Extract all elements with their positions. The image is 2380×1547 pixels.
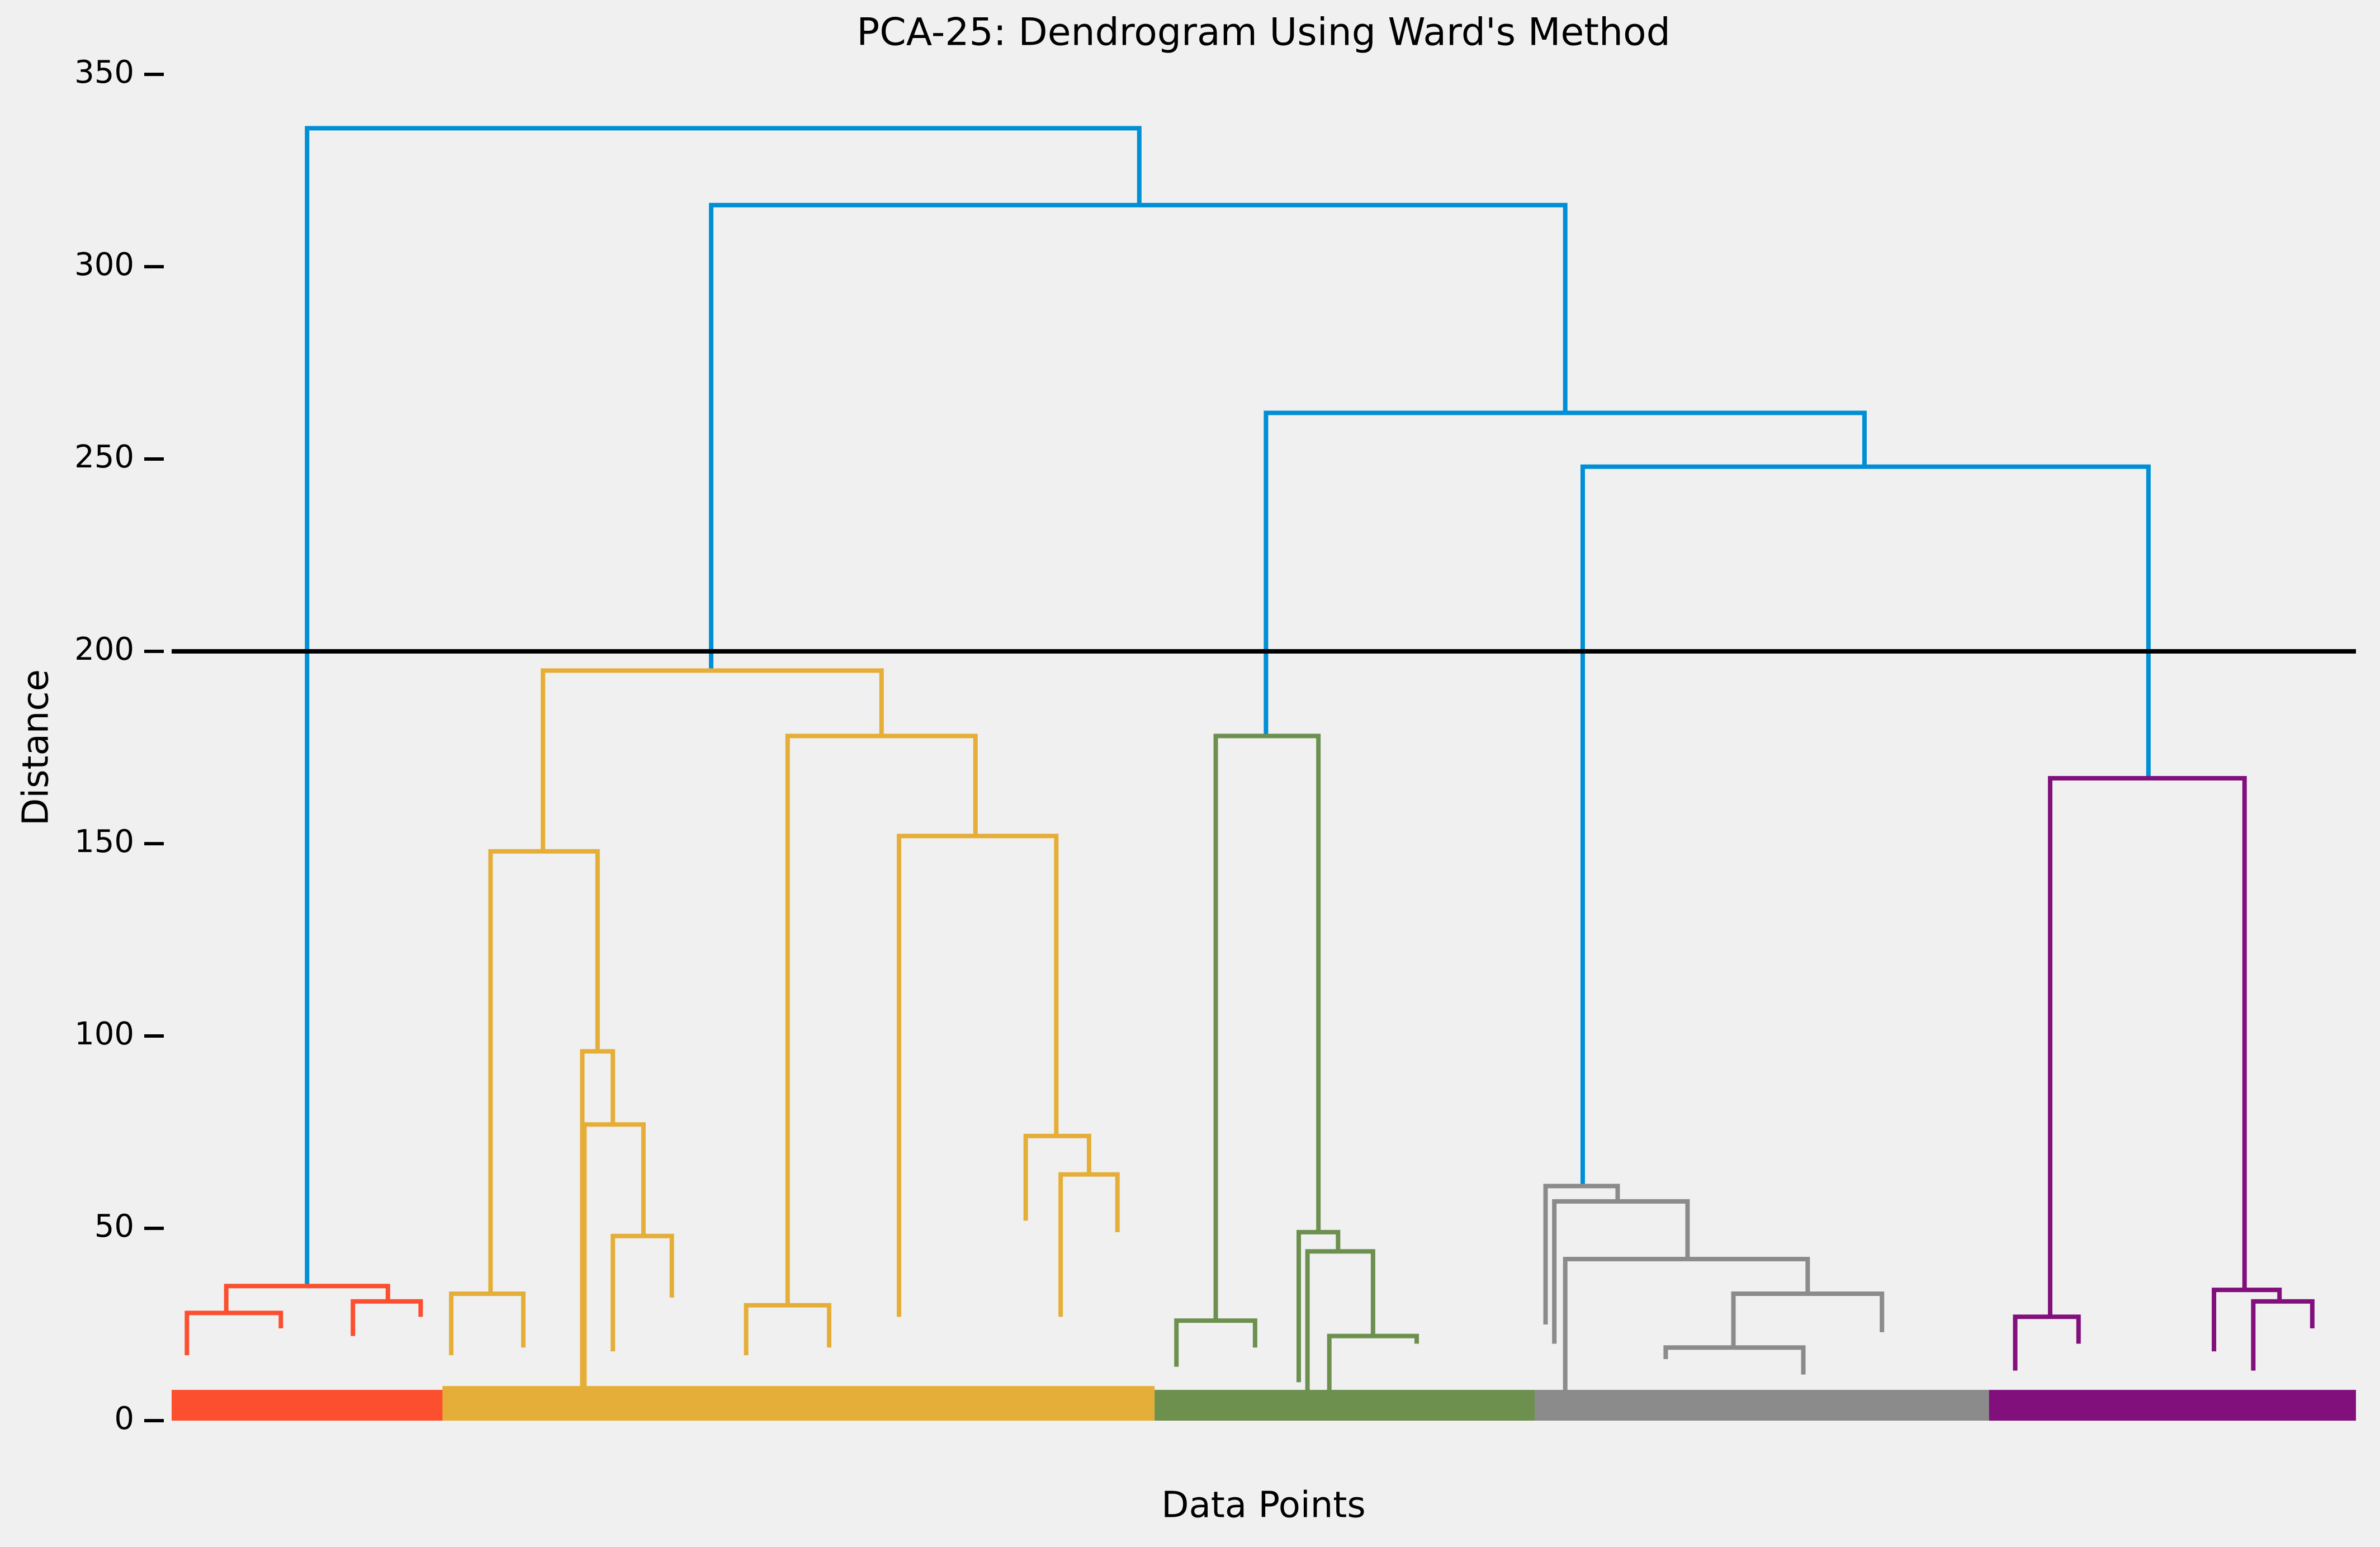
dendrogram-link [449, 1291, 526, 1356]
dendrogram-link [1552, 1199, 1690, 1344]
dendrogram-link [184, 1311, 283, 1356]
y-tick-label: 0 [114, 1401, 134, 1437]
dendrogram-link [1213, 734, 1321, 1321]
dendrogram-link [2048, 776, 2247, 1317]
dendrogram-link [541, 668, 884, 851]
leaf-fringe [1989, 1389, 2356, 1421]
dendrogram-link [709, 202, 1568, 671]
y-tick-label: 250 [74, 439, 134, 475]
y-tick-label: 100 [74, 1016, 134, 1052]
dendrogram-link [785, 734, 978, 1305]
dendrogram-link [1327, 1333, 1419, 1390]
dendrogram-link [488, 849, 600, 1294]
dendrogram-link [1663, 1345, 1806, 1375]
dendrogram-link [582, 1122, 646, 1402]
chart-title: PCA-25: Dendrogram Using Ward's Method [857, 11, 1671, 55]
dendrogram-link [1023, 1133, 1091, 1221]
dendrogram-link [580, 1049, 616, 1402]
y-axis-label: Distance [16, 669, 57, 826]
dendrogram-link [1058, 1172, 1120, 1317]
dendrogram-link [224, 1284, 390, 1313]
y-tick-label: 300 [74, 247, 134, 283]
dendrogram-link [1563, 1257, 1810, 1390]
x-axis-label: Data Points [1161, 1485, 1365, 1526]
dendrogram-link [305, 126, 1142, 1286]
dendrogram-link [1264, 410, 1867, 736]
dendrogram-link [2251, 1299, 2315, 1371]
dendrogram-link [1174, 1318, 1257, 1367]
y-tick-label: 50 [94, 1208, 134, 1245]
dendrogram-link [1580, 464, 2151, 1186]
y-tick-label: 350 [74, 54, 134, 91]
leaf-fringe [1534, 1389, 1989, 1421]
dendrogram-link [2013, 1314, 2081, 1371]
dendrogram-link [1305, 1249, 1375, 1390]
dendrogram-link [611, 1233, 674, 1352]
leaf-fringe [1154, 1389, 1535, 1421]
dendrogram-link [897, 834, 1059, 1317]
dendrogram-link [1543, 1184, 1620, 1324]
leaf-fringe [172, 1389, 443, 1421]
y-tick-label: 200 [74, 631, 134, 668]
dendrogram-link [744, 1303, 832, 1356]
dendrogram-link [351, 1299, 423, 1336]
dendrogram-link [1297, 1229, 1341, 1383]
y-tick-label: 150 [74, 824, 134, 860]
dendrogram-link [1731, 1291, 1885, 1348]
leaf-fringe [442, 1386, 1155, 1421]
dendrogram-link [2212, 1288, 2282, 1352]
